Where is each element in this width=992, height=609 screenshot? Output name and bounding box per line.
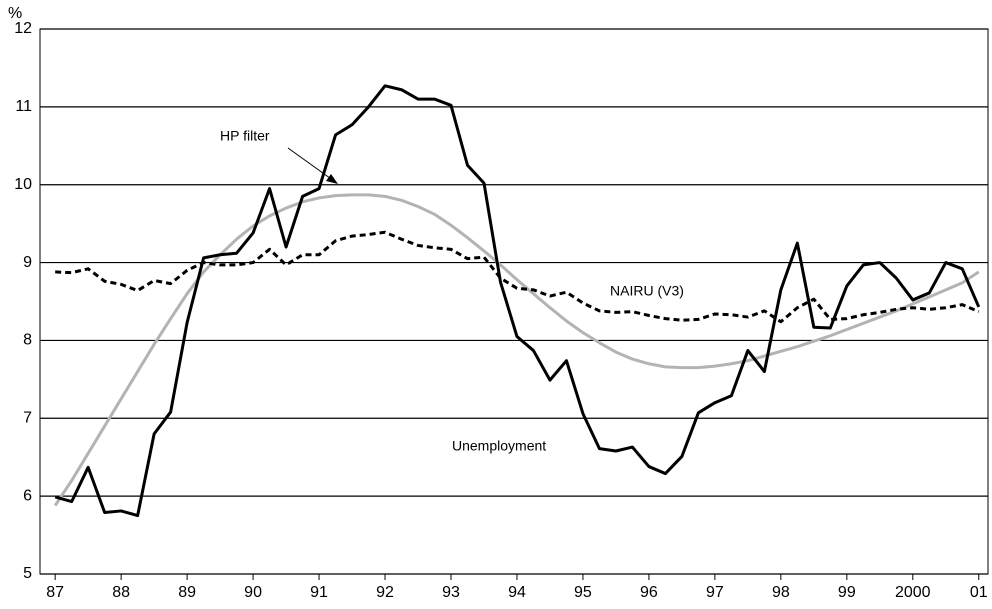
- x-tick-label: 90: [244, 584, 262, 601]
- x-tick-label: 98: [772, 584, 790, 601]
- x-tick-label: 89: [178, 584, 196, 601]
- series-label: NAIRU (V3): [610, 283, 684, 299]
- x-tick-label: 2000: [895, 584, 931, 601]
- y-tick-label: 7: [23, 410, 32, 427]
- arrow-head: [326, 174, 338, 184]
- x-tick-label: 94: [508, 584, 526, 601]
- plot-area: [39, 28, 989, 575]
- y-tick-label: 10: [14, 176, 32, 193]
- x-tick-label: 96: [640, 584, 658, 601]
- y-tick-label: 11: [15, 98, 32, 115]
- series-line: [53, 193, 980, 507]
- y-tick-label: 8: [23, 332, 32, 349]
- y-axis-label: %: [8, 5, 22, 22]
- x-tick-label: 87: [46, 584, 64, 601]
- series-label: HP filter: [220, 128, 270, 144]
- y-tick-label: 6: [23, 487, 32, 504]
- x-tick-label: 92: [376, 584, 394, 601]
- y-tick-label: 9: [23, 254, 32, 271]
- x-tick-label: 91: [310, 584, 328, 601]
- series-label: Unemployment: [452, 438, 546, 454]
- series-line: [55, 230, 980, 324]
- y-tick-label: 12: [14, 20, 32, 37]
- annotation-arrow: [287, 147, 335, 182]
- x-tick-label: 99: [838, 584, 856, 601]
- x-tick-label: 88: [112, 584, 130, 601]
- x-tick-label: 01: [970, 584, 988, 601]
- x-tick-label: 93: [442, 584, 460, 601]
- x-tick-label: 95: [574, 584, 592, 601]
- y-tick-label: 5: [23, 565, 32, 582]
- x-tick-label: 97: [706, 584, 724, 601]
- series-line: [54, 84, 981, 518]
